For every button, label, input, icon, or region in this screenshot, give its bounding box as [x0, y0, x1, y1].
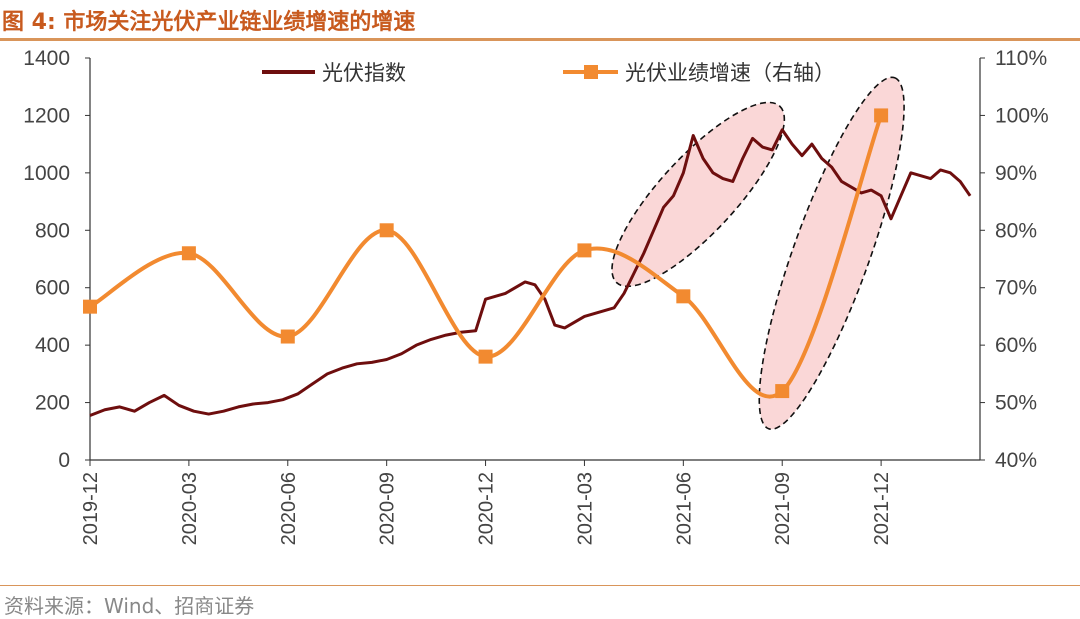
growth-marker [280, 329, 295, 344]
series-line-pv-index [89, 128, 972, 417]
left-tick-label: 600 [35, 277, 70, 300]
left-tick-label: 400 [35, 334, 70, 357]
x-tick-label: 2021-06 [673, 472, 695, 545]
legend-label-growth: 光伏业绩增速（右轴） [625, 62, 835, 85]
left-tick-label: 1200 [23, 104, 70, 127]
left-tick-label: 1000 [23, 162, 70, 185]
right-tick-label: 100% [995, 104, 1049, 127]
highlight-ellipse-index [611, 101, 786, 288]
x-tick-label: 2020-06 [278, 472, 300, 545]
bottom-rule [0, 585, 1080, 586]
x-tick-label: 2020-09 [377, 472, 399, 545]
legend-marker-growth [584, 65, 598, 79]
right-tick-label: 70% [995, 277, 1037, 300]
growth-marker [676, 289, 691, 304]
x-tick-label: 2019-12 [80, 472, 102, 545]
growth-marker [775, 384, 790, 399]
figure-title: 图 4: 市场关注光伏产业链业绩增速的增速 [2, 10, 416, 35]
x-tick-label: 2021-12 [871, 472, 893, 545]
right-tick-label: 50% [995, 392, 1037, 415]
x-tick-label: 2020-03 [179, 472, 201, 545]
legend-label-index: 光伏指数 [322, 62, 406, 85]
growth-marker [83, 299, 97, 314]
x-tick-label: 2021-09 [772, 472, 794, 545]
growth-marker [577, 243, 592, 258]
growth-marker [478, 349, 493, 364]
right-tick-label: 80% [995, 219, 1037, 242]
right-tick-label: 60% [995, 334, 1037, 357]
x-tick-label: 2020-12 [476, 472, 498, 545]
growth-marker [181, 246, 196, 261]
chart: 0 200 400 600 800 1000 1200 1400 40% 50% 60% 70% 80%… [23, 47, 1049, 545]
left-tick-label: 1400 [23, 47, 70, 70]
right-tick-label: 90% [995, 162, 1037, 185]
x-tick-label: 2021-03 [574, 472, 596, 545]
left-tick-label: 0 [58, 449, 70, 472]
growth-marker [379, 223, 394, 238]
left-tick-label: 200 [35, 392, 70, 415]
growth-marker [874, 108, 889, 123]
title-rule [0, 38, 1080, 41]
source-note: 资料来源：Wind、招商证券 [4, 594, 255, 618]
right-tick-label: 40% [995, 449, 1037, 472]
left-tick-label: 800 [35, 219, 70, 242]
right-tick-label: 110% [995, 47, 1047, 70]
